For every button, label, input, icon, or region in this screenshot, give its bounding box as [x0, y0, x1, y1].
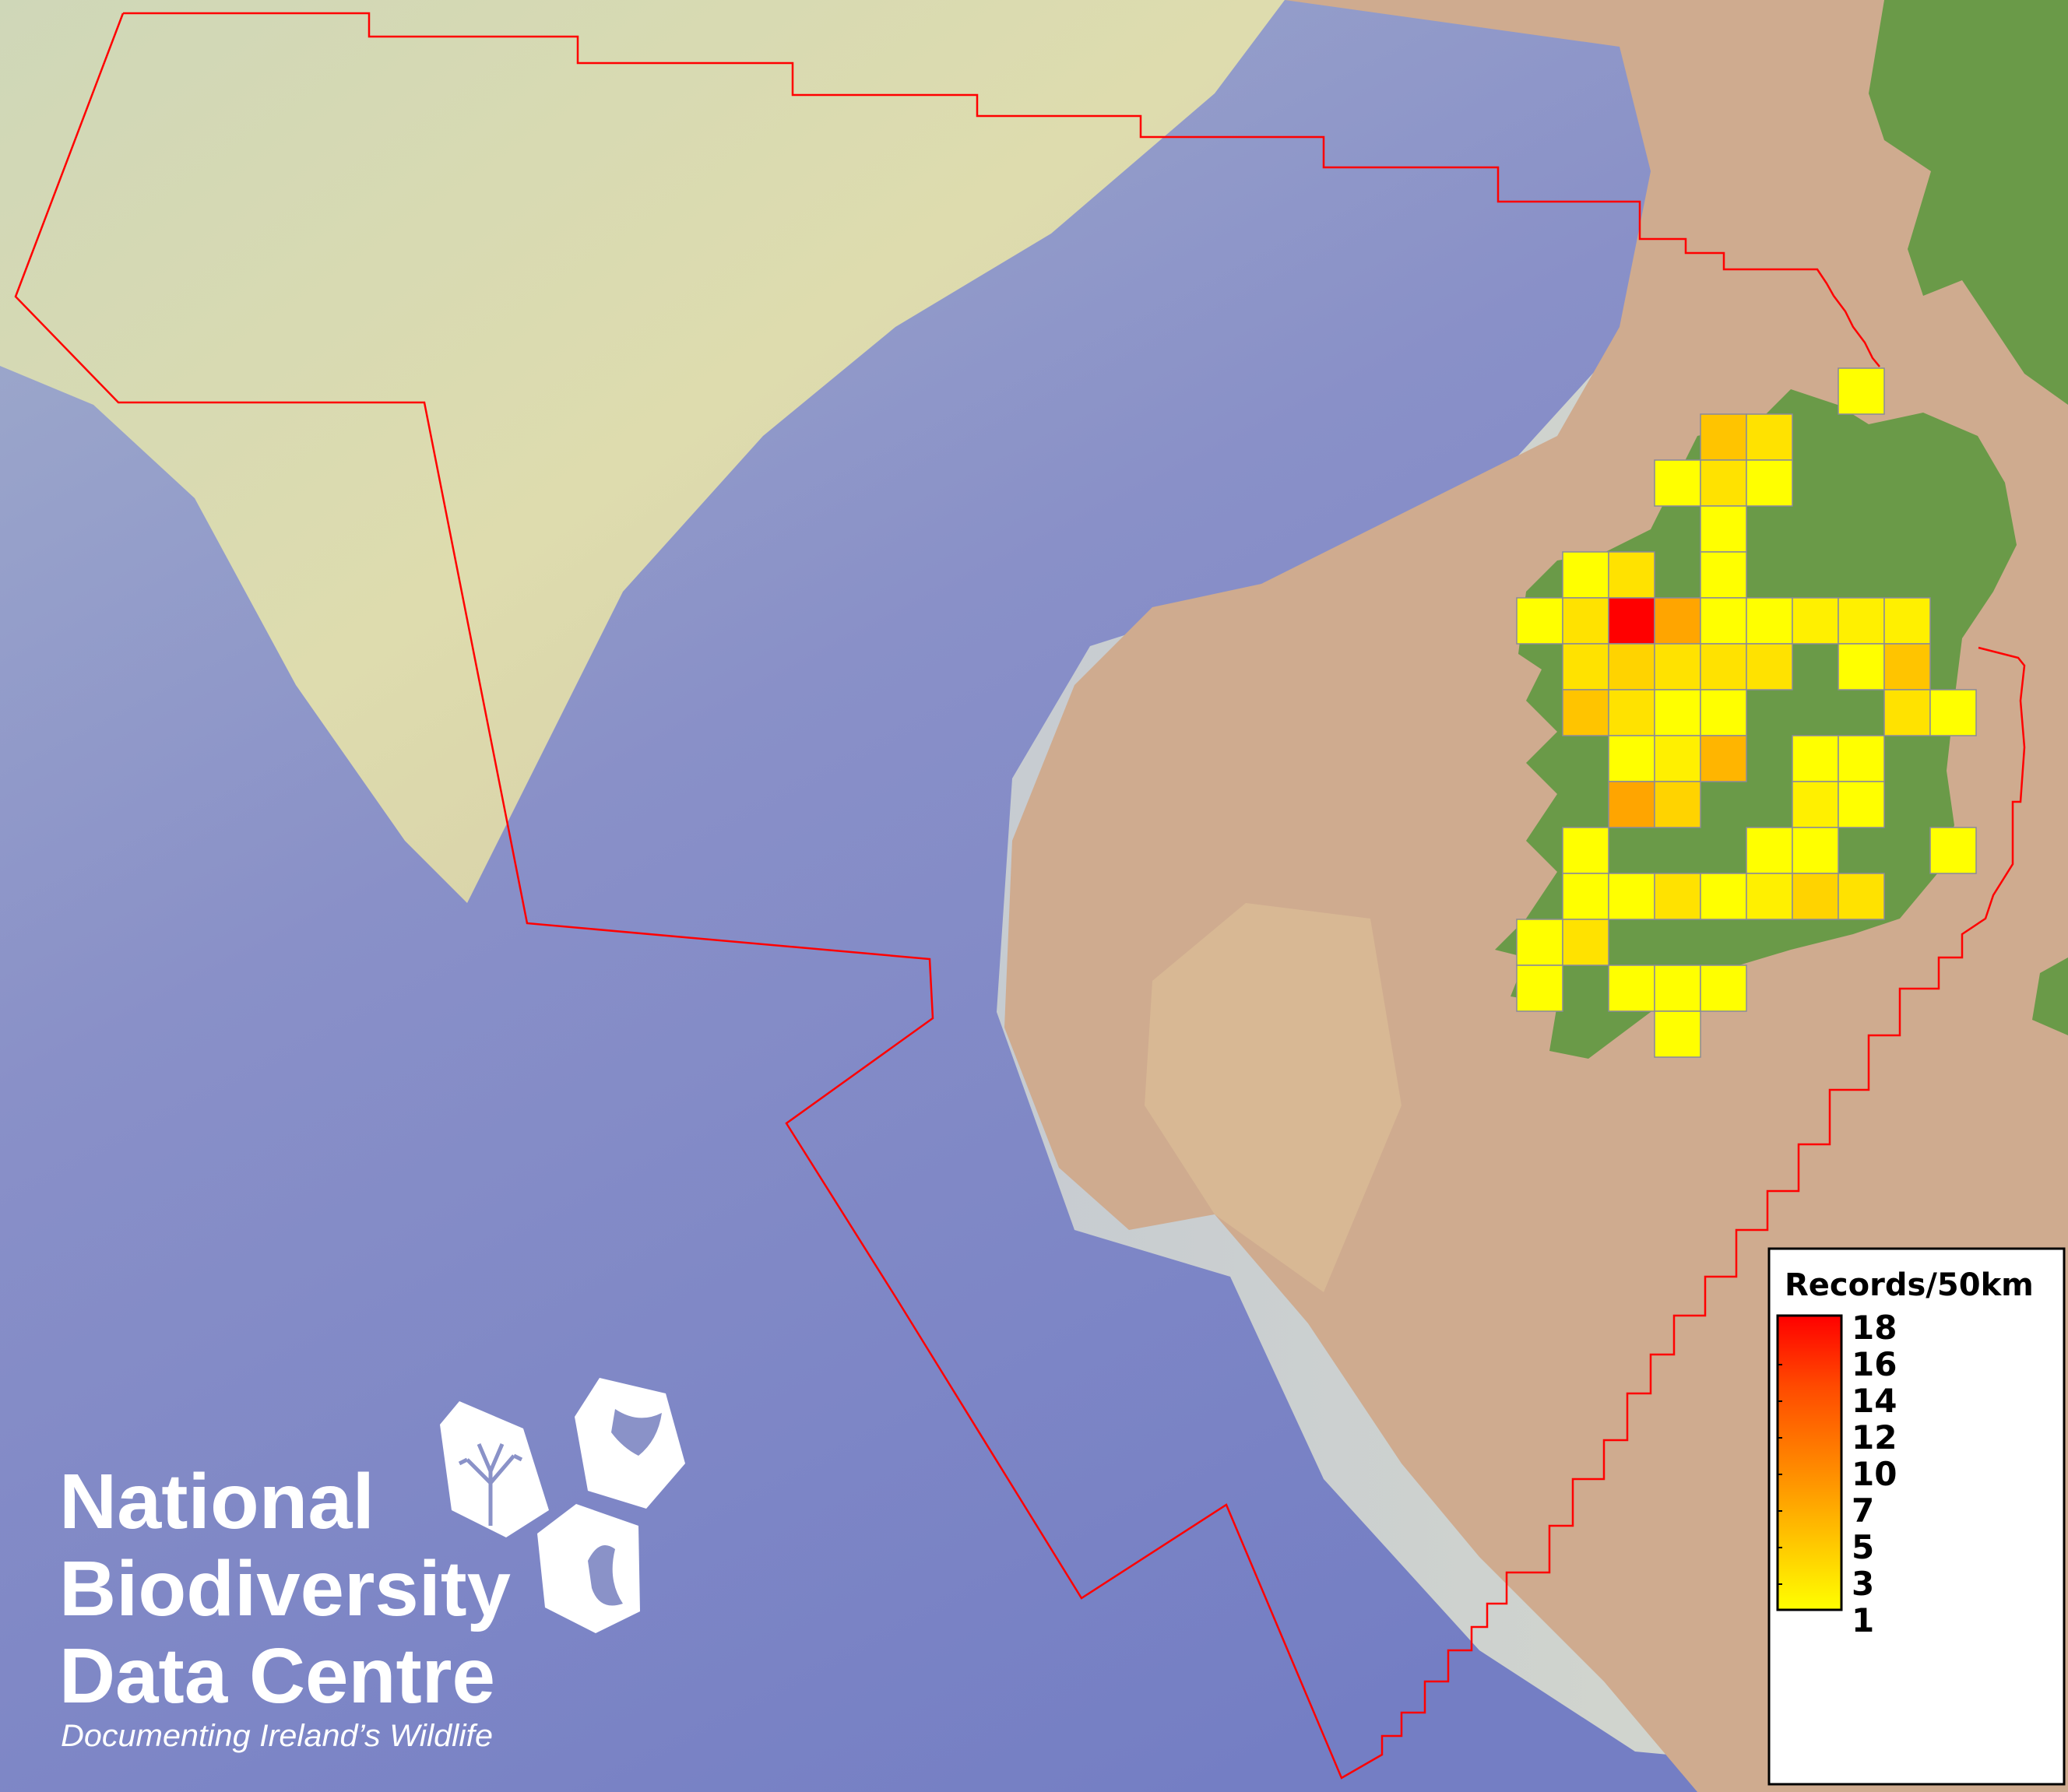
grid-cell [1929, 689, 1977, 736]
legend-label: 16 [1852, 1345, 1897, 1383]
legend-label: 7 [1852, 1492, 1874, 1530]
grid-cell [1746, 413, 1793, 461]
grid-cell [1838, 735, 1885, 782]
grid-cell [1700, 873, 1747, 920]
grid-cell [1883, 643, 1931, 690]
legend-colorbar [1776, 1314, 1843, 1611]
legend-label: 18 [1852, 1309, 1897, 1347]
grid-cell [1746, 459, 1793, 507]
grid-cell [1516, 965, 1563, 1012]
grid-cell [1608, 873, 1655, 920]
grid-cell [1700, 505, 1747, 553]
grid-cell [1700, 689, 1747, 736]
legend-label: 12 [1852, 1418, 1897, 1456]
legend-label: 14 [1852, 1382, 1897, 1420]
grid-cell [1562, 551, 1609, 599]
grid-cell [1654, 643, 1701, 690]
grid-cell [1562, 643, 1609, 690]
grid-cell [1608, 965, 1655, 1012]
grid-cell [1608, 781, 1655, 828]
grid-cell [1700, 413, 1747, 461]
grid-cell [1700, 735, 1747, 782]
grid-cell [1700, 965, 1747, 1012]
logo-tagline: Documenting Ireland’s Wildlife [61, 1719, 493, 1753]
grid-cell [1838, 781, 1885, 828]
grid-cell [1838, 597, 1885, 645]
legend-label: 5 [1852, 1528, 1874, 1566]
grid-cell [1562, 873, 1609, 920]
grid-cell [1562, 919, 1609, 966]
grid-cell [1654, 689, 1701, 736]
eez-boundary [123, 12, 1880, 367]
grid-cell [1654, 965, 1701, 1012]
grid-cell [1792, 873, 1839, 920]
grid-cell [1562, 827, 1609, 874]
grid-cell [1608, 689, 1655, 736]
grid-cell [1792, 597, 1839, 645]
grid-cell [1883, 597, 1931, 645]
land-britain [1869, 0, 2068, 405]
grid-cell [1746, 873, 1793, 920]
grid-cell [1516, 597, 1563, 645]
nbdc-logo: National Biodiversity Data Centre Docume… [59, 1378, 685, 1753]
grid-cell [1654, 735, 1701, 782]
logo-line-3: Data Centre [59, 1632, 495, 1720]
grid-cell [1746, 597, 1793, 645]
logo-line-2: Biodiversity [59, 1545, 511, 1632]
grid-cell [1654, 459, 1701, 507]
grid-cell [1608, 551, 1655, 599]
grid-cell [1746, 643, 1793, 690]
upper-shelf [0, 0, 1285, 903]
grid-cell [1562, 597, 1609, 645]
land-wales [2032, 957, 2068, 1035]
grid-cell [1792, 735, 1839, 782]
eez-boundary-west [14, 12, 2026, 1780]
grid-cell [1654, 781, 1701, 828]
grid-cell [1654, 1010, 1701, 1058]
grid-cell [1608, 597, 1655, 645]
grid-cell [1700, 551, 1747, 599]
grid-cell [1838, 367, 1885, 415]
grid-cell [1700, 597, 1747, 645]
grid-cell [1654, 873, 1701, 920]
grid-cell [1838, 643, 1885, 690]
grid-cell [1654, 597, 1701, 645]
grid-cell [1792, 827, 1839, 874]
legend-label: 10 [1852, 1455, 1897, 1493]
legend-label: 1 [1852, 1601, 1874, 1639]
logo-hexagons [440, 1378, 685, 1633]
grid-cell [1562, 689, 1609, 736]
logo-line-1: National [59, 1458, 375, 1545]
grid-cell [1883, 689, 1931, 736]
grid-cell [1746, 827, 1793, 874]
grid-cell [1838, 873, 1885, 920]
grid-cell [1608, 735, 1655, 782]
grid-cell [1516, 919, 1563, 966]
shelf-promontory [1145, 903, 1402, 1292]
grid-cell [1792, 781, 1839, 828]
records-grid [1516, 367, 1977, 1058]
grid-cell [1700, 643, 1747, 690]
legend-title: Records/50km [1785, 1267, 2034, 1303]
legend-label: 3 [1852, 1565, 1874, 1603]
grid-cell [1929, 827, 1977, 874]
tree-icon [440, 1401, 549, 1537]
grid-cell [1700, 459, 1747, 507]
grid-cell [1608, 643, 1655, 690]
